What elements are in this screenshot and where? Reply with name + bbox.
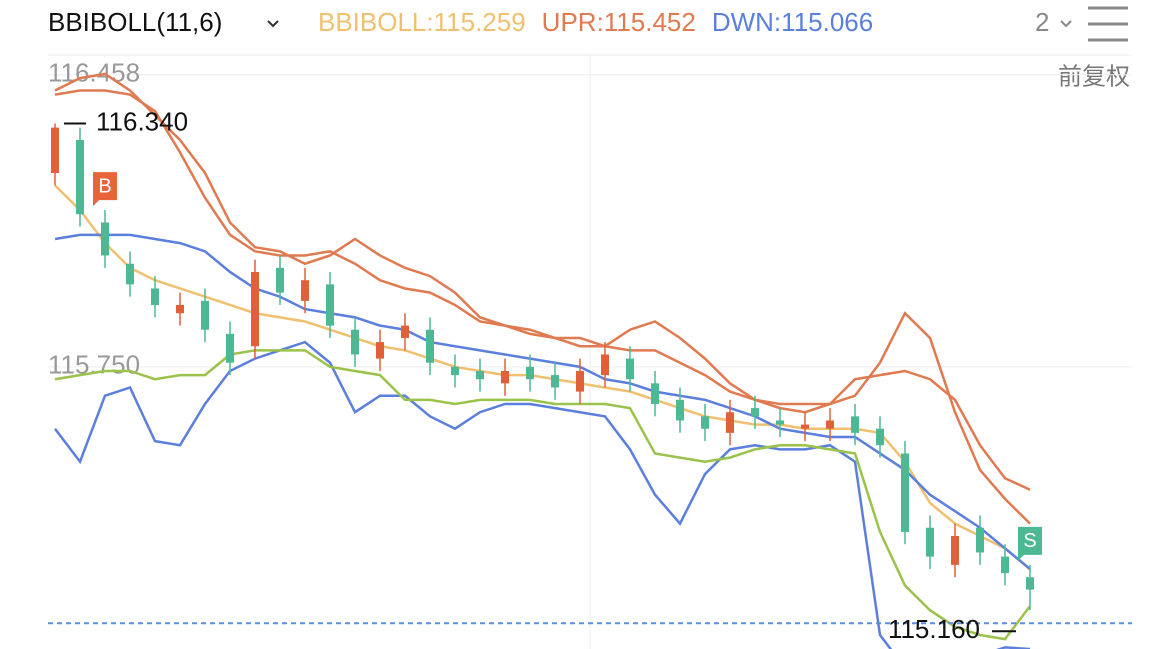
candle-body	[301, 280, 309, 301]
candle-body	[1026, 577, 1034, 590]
plot-area	[51, 72, 1034, 649]
candle-body	[376, 342, 384, 359]
candle-body	[151, 288, 159, 305]
low-label: 115.160	[888, 614, 980, 644]
candle-body	[676, 399, 684, 421]
candle-body	[901, 453, 909, 532]
candle-body	[701, 416, 709, 429]
candle-body	[226, 333, 234, 363]
y-tick-label: 115.750	[48, 350, 140, 380]
y-tick-label: 116.458	[48, 58, 140, 88]
adjust-label[interactable]: 前复权	[1058, 63, 1130, 90]
candle-body	[76, 139, 84, 215]
candle-body	[826, 420, 834, 429]
candle-body	[351, 329, 359, 355]
trade-marker	[1018, 526, 1042, 561]
candle-body	[776, 420, 784, 425]
candle-body	[551, 375, 559, 388]
candle-body	[851, 416, 859, 433]
candle-body	[176, 304, 184, 314]
trade-marker	[93, 172, 117, 207]
legend-entry: UPR:115.452	[542, 7, 696, 37]
indicator-line	[54, 184, 1031, 571]
candle-body	[276, 267, 284, 293]
trade-marker-label: S	[1023, 530, 1036, 552]
candle-body	[501, 370, 509, 384]
trade-marker-label: B	[98, 175, 111, 197]
candle-body	[51, 127, 59, 173]
indicator-dropdown-icon[interactable]	[267, 20, 279, 28]
indicator-name[interactable]: BBIBOLL(11,6)	[48, 7, 222, 37]
candle-body	[951, 535, 959, 565]
candle-body	[451, 366, 459, 376]
candle-body	[476, 370, 484, 380]
candle-body	[101, 222, 109, 256]
period-selector[interactable]: 2	[1035, 7, 1049, 37]
candle-body	[601, 354, 609, 376]
indicator-line	[54, 340, 1031, 649]
indicator-line	[54, 349, 1031, 641]
candle-body	[526, 366, 534, 380]
indicator-line	[54, 72, 1031, 525]
period-dropdown-icon[interactable]	[1060, 20, 1072, 28]
candle-body	[576, 370, 584, 392]
candle-body	[926, 527, 934, 557]
candle-body	[201, 300, 209, 330]
candle-body	[1001, 556, 1009, 574]
candle-body	[126, 263, 134, 285]
candle-body	[626, 358, 634, 380]
candle-body	[726, 412, 734, 433]
candle-body	[801, 424, 809, 429]
candle-body	[876, 428, 884, 446]
high-label: 116.340	[96, 106, 188, 136]
indicator-line	[54, 233, 1031, 570]
candle-body	[651, 383, 659, 404]
candle-body	[251, 271, 259, 347]
menu-icon[interactable]	[1088, 6, 1128, 42]
candle-body	[976, 527, 984, 553]
candle-body	[751, 408, 759, 417]
candle-body	[326, 284, 334, 326]
legend-entry: BBIBOLL:115.259	[318, 7, 526, 37]
candle-body	[401, 325, 409, 338]
candle-body	[426, 329, 434, 363]
legend-entry: DWN:115.066	[712, 7, 873, 37]
